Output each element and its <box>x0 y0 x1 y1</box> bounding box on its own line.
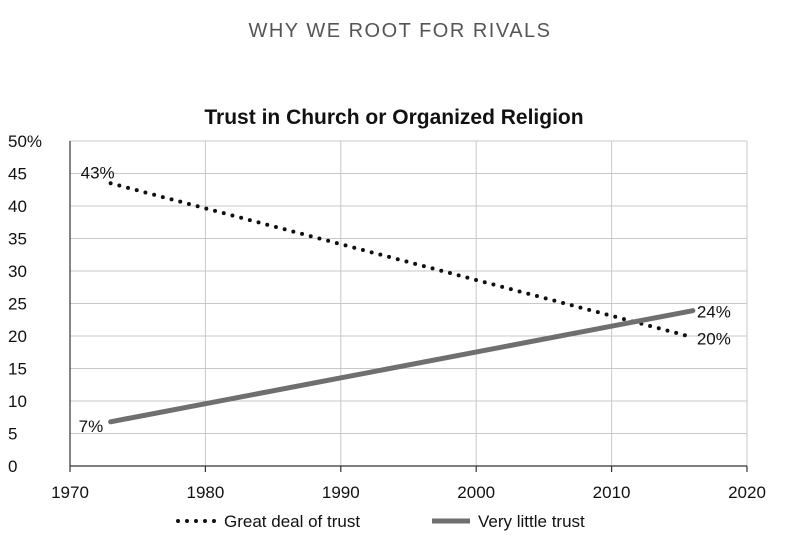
x-tick-label: 2000 <box>457 483 495 502</box>
y-tick-label: 35 <box>8 230 27 249</box>
x-tick-label: 2010 <box>593 483 631 502</box>
data-label: 43% <box>81 163 115 182</box>
x-tick-label: 1980 <box>186 483 224 502</box>
x-tick-label: 2020 <box>728 483 766 502</box>
y-tick-label: 10 <box>8 392 27 411</box>
x-tick-label: 1970 <box>51 483 89 502</box>
chart-data-labels: 43% 20% 7% 24% <box>79 163 731 436</box>
y-tick-label: 50% <box>8 132 42 151</box>
series-line-1 <box>108 181 695 340</box>
y-tick-label: 25 <box>8 295 27 314</box>
y-tick-label: 20 <box>8 327 27 346</box>
x-tick-label: 1990 <box>322 483 360 502</box>
series-line-2 <box>108 308 696 425</box>
legend-label-1: Great deal of trust <box>224 512 360 531</box>
data-label: 7% <box>79 417 104 436</box>
chart-grid <box>70 140 748 466</box>
chart-title: Trust in Church or Organized Religion <box>204 106 583 129</box>
y-tick-label: 5 <box>8 425 17 444</box>
chart-legend: Great deal of trust Very little trust <box>176 512 585 531</box>
y-tick-label: 30 <box>8 262 27 281</box>
legend-label-2: Very little trust <box>478 512 585 531</box>
chart-axes: 0 5 10 15 20 25 30 35 40 45 50% 1970 1980 1990 2000 201… <box>8 132 766 502</box>
page-header-title: WHY WE ROOT FOR RIVALS <box>248 20 552 42</box>
chart-series <box>108 181 696 425</box>
data-label: 20% <box>697 329 731 348</box>
data-label: 24% <box>697 303 731 322</box>
y-tick-label: 45 <box>8 165 27 184</box>
y-tick-label: 0 <box>8 457 17 476</box>
y-tick-label: 15 <box>8 360 27 379</box>
y-tick-label: 40 <box>8 197 27 216</box>
